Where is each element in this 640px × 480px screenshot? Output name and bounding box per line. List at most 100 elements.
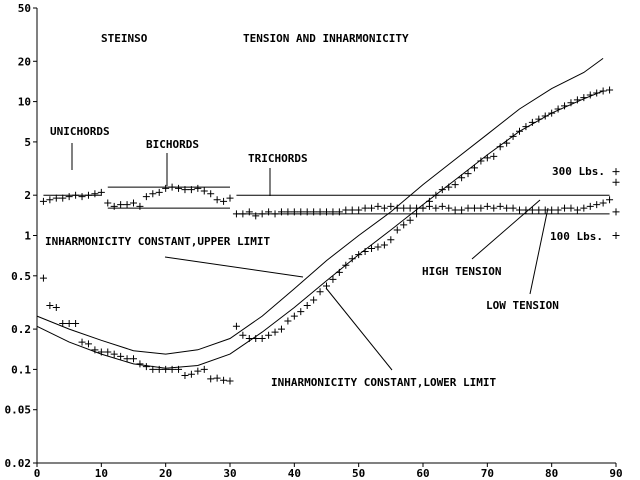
inharmonicity-point xyxy=(59,320,67,328)
inharmonicity-point xyxy=(175,365,183,373)
tension-point xyxy=(84,191,92,199)
inharmonicity-point xyxy=(123,355,131,363)
tension-point xyxy=(232,210,240,218)
tension-point xyxy=(548,206,556,214)
tension-point xyxy=(226,194,234,202)
inharmonicity-point xyxy=(425,197,433,205)
inharmonicity-point xyxy=(200,365,208,373)
tension-point xyxy=(561,204,569,212)
x-tick-label: 0 xyxy=(34,467,41,480)
tension-point xyxy=(155,188,163,196)
tension-point xyxy=(316,208,324,216)
tension-point xyxy=(470,204,478,212)
tension-point xyxy=(612,168,620,176)
annotation-high-tension: HIGH TENSION xyxy=(422,265,501,278)
x-tick-label: 90 xyxy=(609,467,622,480)
inharmonicity-point xyxy=(316,288,324,296)
inharmonicity-point xyxy=(155,365,163,373)
inharmonicity-point xyxy=(130,355,137,363)
tension-point xyxy=(509,204,517,212)
tension-point xyxy=(490,204,498,212)
axes: 0 10 20 30 40 50 60 70 80 90 50 20 10 5 2 1 0.5 0.2 0.1 0.0… xyxy=(5,2,623,480)
tension-point xyxy=(400,204,408,212)
tension-point xyxy=(181,186,189,194)
annotation-low-tension: LOW TENSION xyxy=(486,299,559,312)
inharmonicity-point xyxy=(239,331,247,339)
high-tension-leader xyxy=(471,199,541,260)
tension-point xyxy=(213,196,221,204)
tension-point xyxy=(573,206,581,214)
x-tick-label: 50 xyxy=(352,467,365,480)
x-tick-label: 70 xyxy=(481,467,494,480)
tension-point xyxy=(612,208,620,216)
tension-point xyxy=(149,190,157,198)
annotation-unichords: UNICHORDS xyxy=(50,125,110,138)
tension-point xyxy=(271,210,279,218)
annotation-bichords: BICHORDS xyxy=(146,138,199,151)
inharmonicity-point xyxy=(445,183,453,191)
inharmonicity-point xyxy=(97,348,105,356)
tension-point xyxy=(606,196,614,204)
y-tick-label: 50 xyxy=(18,2,31,15)
chart-subtitle: STEINSO xyxy=(101,32,148,45)
inharmonicity-point xyxy=(470,164,478,172)
inharmonicity-point xyxy=(413,210,421,218)
inharmonicity-point xyxy=(149,365,157,373)
annotation-lower-limit: INHARMONICITY CONSTANT,LOWER LIMIT xyxy=(271,376,497,389)
inharmonicity-point xyxy=(522,123,530,131)
tension-point xyxy=(458,206,466,214)
inharmonicity-point xyxy=(380,241,388,249)
inharmonicity-point xyxy=(220,376,228,384)
inharmonicity-point xyxy=(400,221,408,229)
inharmonicity-point xyxy=(348,255,356,263)
inharmonicity-point xyxy=(284,317,292,325)
inharmonicity-point xyxy=(162,365,170,373)
inharmonicity-point xyxy=(458,174,466,182)
tension-point xyxy=(110,202,118,210)
inharmonicity-point xyxy=(117,352,125,360)
data-marks xyxy=(39,86,620,385)
annotation-trichords: TRICHORDS xyxy=(248,152,308,165)
inharmonicity-point xyxy=(580,94,588,102)
annotation-100-lbs: 100 Lbs. xyxy=(550,230,603,243)
tension-point xyxy=(136,202,144,210)
tension-point xyxy=(97,188,105,196)
tension-point xyxy=(342,206,350,214)
inharmonicity-point xyxy=(561,102,569,110)
tension-point xyxy=(593,201,601,209)
inharmonicity-point xyxy=(181,372,189,380)
inharmonicity-point xyxy=(104,348,112,356)
tension-point xyxy=(310,208,318,216)
tension-point xyxy=(162,184,170,192)
tension-point xyxy=(239,210,247,218)
inharmonicity-point xyxy=(265,331,273,339)
x-tick-label: 20 xyxy=(159,467,172,480)
tension-point xyxy=(65,193,73,201)
x-tick-label: 60 xyxy=(416,467,429,480)
tension-point xyxy=(220,197,228,205)
tension-point xyxy=(445,204,453,212)
tension-point xyxy=(355,206,363,214)
y-tick-label: 2 xyxy=(24,189,31,202)
inharmonicity-point xyxy=(535,115,543,123)
tension-point xyxy=(200,187,208,195)
inharmonicity-point xyxy=(232,322,240,330)
leader-lines xyxy=(71,143,549,371)
inharmonicity-point xyxy=(136,360,144,368)
y-tick-label: 0.2 xyxy=(11,323,31,336)
tension-point xyxy=(348,206,356,214)
inharmonicity-point xyxy=(245,335,253,343)
inharmonicity-point xyxy=(91,346,99,354)
annotation-300-lbs: 300 Lbs. xyxy=(552,165,605,178)
tension-point xyxy=(78,193,86,201)
tension-point xyxy=(380,204,388,212)
tension-point xyxy=(464,204,472,212)
inharmonicity-point xyxy=(194,367,202,375)
y-tick-label: 0.02 xyxy=(5,457,32,470)
tension-point xyxy=(387,202,395,210)
tension-point xyxy=(194,184,202,192)
x-tick-label: 30 xyxy=(223,467,236,480)
upper-limit-leader xyxy=(164,256,304,278)
tension-point xyxy=(612,178,620,186)
tension-point xyxy=(503,204,511,212)
